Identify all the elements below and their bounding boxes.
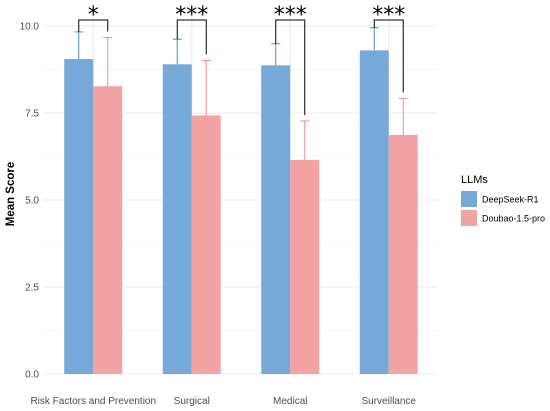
significance-label: ***: [372, 3, 405, 28]
bar-deepseek: [64, 59, 94, 375]
bar-doubao: [388, 134, 418, 374]
bar-doubao: [290, 159, 320, 374]
x-tick-label: Risk Factors and Prevention: [30, 396, 156, 407]
y-tick-label: 0.0: [25, 370, 39, 381]
bar-doubao: [93, 86, 123, 374]
bars-group: [64, 50, 418, 375]
significance-bracket: [78, 19, 109, 32]
significance-bracket: [275, 19, 306, 116]
error-bars-group: [74, 27, 408, 160]
legend-title: LLMs: [461, 174, 488, 186]
y-tick-label: 2.5: [25, 283, 39, 294]
y-tick-label: 7.5: [25, 109, 39, 120]
y-tick-label: 10.0: [20, 22, 40, 33]
y-axis: 0.0 2.5 5.0 7.5 10.0: [20, 22, 40, 381]
significance-bracket: [373, 19, 404, 93]
significance-label: ***: [175, 3, 208, 28]
significance-group: * *** *** ***: [78, 3, 405, 116]
bar-doubao: [191, 115, 221, 374]
bar-deepseek: [261, 65, 291, 374]
bar-deepseek: [359, 50, 389, 375]
x-axis: Risk Factors and Prevention Surgical Medic…: [30, 396, 416, 407]
y-tick-label: 5.0: [25, 196, 39, 207]
significance-bracket: [176, 19, 207, 55]
bar-deepseek: [162, 64, 192, 374]
legend-swatch-doubao: [461, 210, 477, 226]
y-axis-title: Mean Score: [5, 162, 17, 227]
legend-swatch-deepseek: [461, 191, 477, 207]
legend-label-deepseek: DeepSeek-R1: [482, 195, 539, 205]
significance-label: ***: [274, 3, 307, 28]
x-tick-label: Medical: [273, 396, 307, 407]
x-tick-label: Surveillance: [362, 396, 417, 407]
significance-label: *: [88, 3, 99, 28]
x-tick-label: Surgical: [174, 396, 210, 407]
legend: LLMs DeepSeek-R1 Doubao-1.5-pro: [461, 174, 545, 226]
legend-label-doubao: Doubao-1.5-pro: [482, 214, 545, 224]
